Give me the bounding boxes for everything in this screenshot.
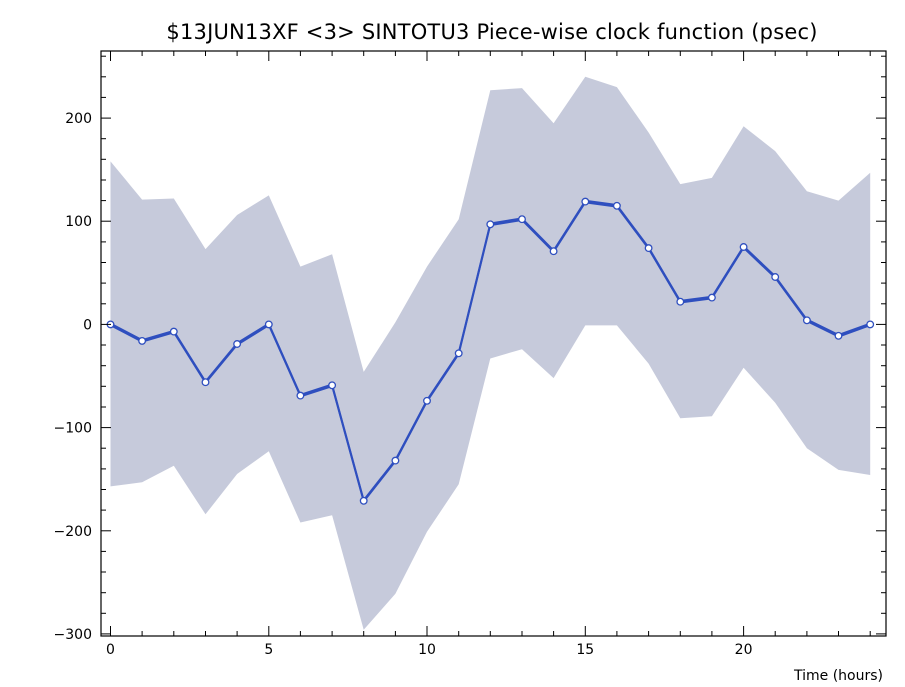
y-tick-label: 0 bbox=[83, 317, 92, 333]
y-axis-tick-labels: −300 −200 −100 0 100 200 bbox=[54, 111, 92, 643]
y-tick-label: −300 bbox=[54, 627, 92, 643]
data-point-23 bbox=[834, 331, 843, 340]
data-point-3 bbox=[201, 378, 210, 387]
data-point-7 bbox=[328, 381, 337, 390]
data-point-20 bbox=[739, 243, 748, 251]
data-point-2 bbox=[169, 327, 178, 336]
x-tick-label: 0 bbox=[106, 642, 115, 658]
data-point-18 bbox=[676, 297, 685, 306]
x-tick-label: 5 bbox=[264, 642, 273, 658]
data-point-14 bbox=[549, 247, 558, 256]
x-axis-label: Time (hours) bbox=[793, 668, 883, 684]
y-tick-label: 100 bbox=[65, 214, 92, 230]
y-tick-label: 200 bbox=[65, 111, 92, 127]
y-tick-label: −200 bbox=[54, 524, 92, 540]
data-point-17 bbox=[644, 244, 653, 253]
confidence-band bbox=[110, 76, 871, 630]
y-axis-ticks bbox=[101, 55, 886, 635]
data-point-24 bbox=[866, 320, 875, 329]
data-point-15 bbox=[581, 197, 590, 206]
data-point-19 bbox=[707, 293, 716, 302]
x-axis-ticks bbox=[110, 51, 871, 636]
data-point-5 bbox=[264, 320, 273, 329]
data-point-11 bbox=[454, 349, 463, 358]
data-point-6 bbox=[296, 391, 305, 400]
x-tick-label: 15 bbox=[576, 642, 594, 658]
data-point-1 bbox=[138, 336, 147, 345]
data-point-9 bbox=[391, 456, 400, 465]
data-point-12 bbox=[486, 220, 495, 229]
data-point-4 bbox=[233, 340, 242, 348]
x-tick-label: 10 bbox=[418, 642, 436, 658]
series-markers bbox=[106, 197, 875, 505]
data-point-13 bbox=[518, 215, 526, 224]
x-tick-label: 20 bbox=[735, 642, 753, 658]
plot-frame bbox=[100, 50, 887, 637]
data-point-16 bbox=[612, 201, 621, 210]
x-axis-tick-labels: 0 5 10 15 20 bbox=[106, 642, 752, 658]
data-point-21 bbox=[771, 273, 780, 281]
data-point-10 bbox=[423, 396, 431, 405]
data-point-8 bbox=[359, 496, 368, 505]
chart-title: $13JUN13XF <3> SINTOTU3 Piece-wise clock… bbox=[166, 20, 817, 44]
data-point-22 bbox=[802, 316, 811, 325]
y-tick-label: −100 bbox=[54, 421, 92, 437]
